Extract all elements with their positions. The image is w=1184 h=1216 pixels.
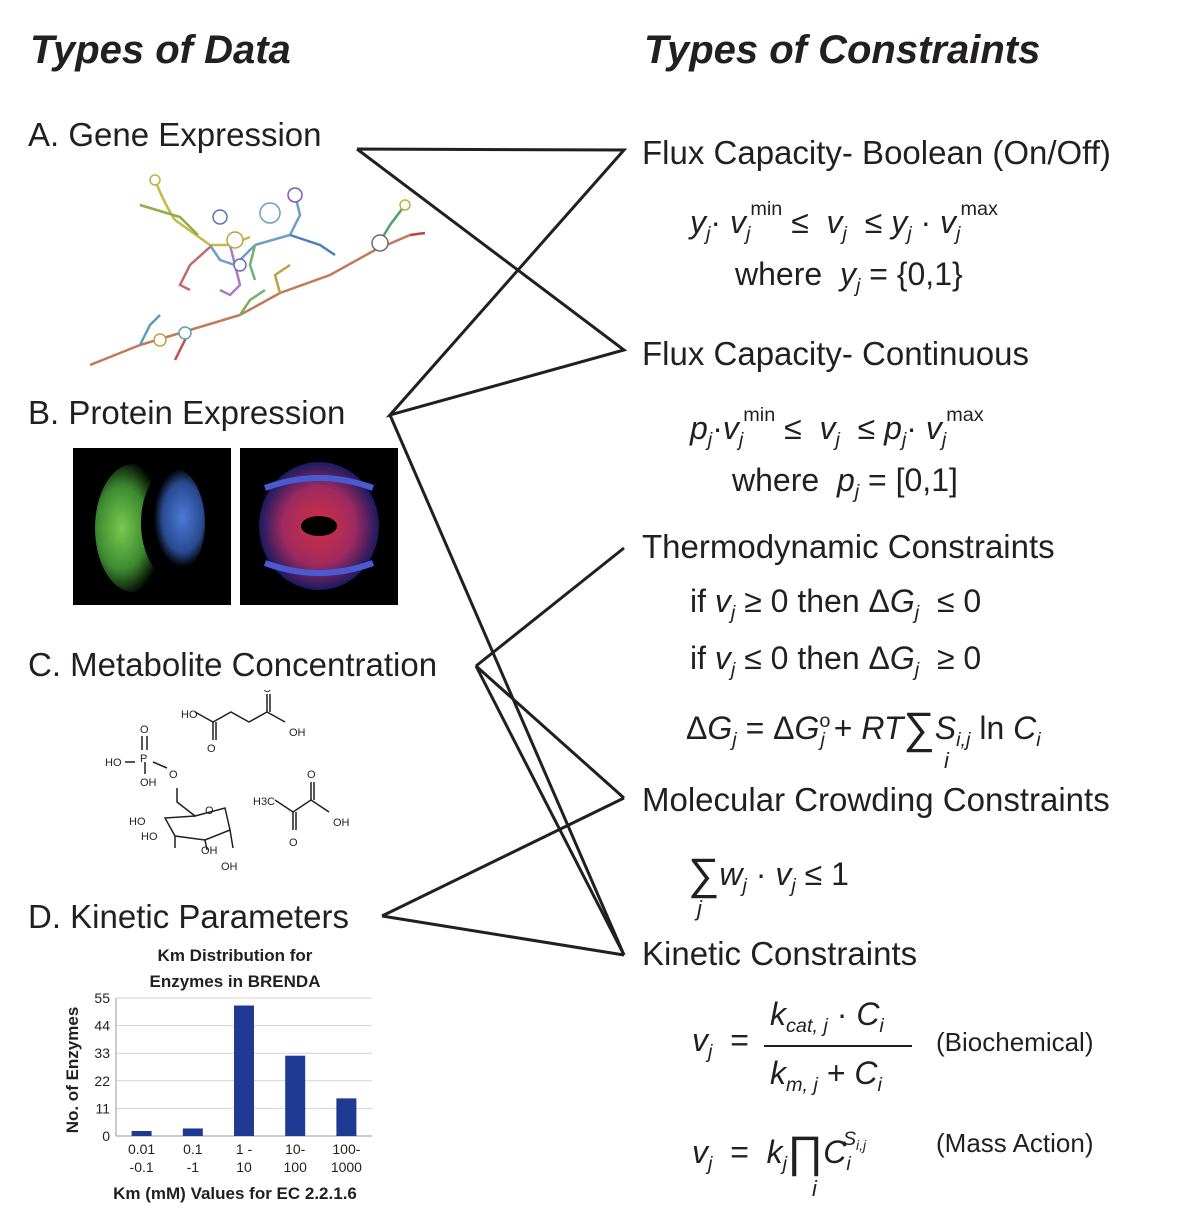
thermodynamic-constraints-label: Thermodynamic Constraints <box>642 528 1055 565</box>
mol-p: P <box>140 753 147 765</box>
biochemical-numerator: kcat, j · Ci <box>770 996 884 1037</box>
flux-capacity-boolean-label: Flux Capacity- Boolean (On/Off) <box>642 134 1111 171</box>
chart-x-tick-label: -0.1 <box>130 1159 154 1175</box>
chart-x-tick-label: 0.01 <box>128 1141 155 1157</box>
crowding-sum-index: j <box>697 896 702 921</box>
mol-o-4: O <box>169 769 178 781</box>
chart-title-line-2: Enzymes in BRENDA <box>150 972 321 991</box>
chart-x-tick-label: 100- <box>332 1141 360 1157</box>
fraction-bar <box>764 1045 912 1047</box>
kinetic-constraints-label: Kinetic Constraints <box>642 935 918 972</box>
km-distribution-chart: Km Distribution for Enzymes in BRENDA No… <box>63 946 372 1203</box>
crowding-equation: ∑wj · vj ≤ 1 <box>688 850 849 899</box>
chart-y-tick-label: 55 <box>94 990 110 1006</box>
mol-oh-4: OH <box>221 861 238 873</box>
connector-metabolite-concentration <box>474 546 626 956</box>
chart-x-axis-label: Km (mM) Values for EC 2.2.1.6 <box>113 1184 357 1203</box>
rna-structure-image <box>89 174 426 367</box>
mol-h3c: H3C <box>253 796 275 808</box>
product-index-i: i <box>812 1176 817 1201</box>
metabolite-structures: HO O OH O O P HO OH O O HO HO OH OH H3C … <box>105 690 350 873</box>
metabolite-concentration-label: C. Metabolite Concentration <box>28 646 438 683</box>
mol-ho-1: HO <box>181 709 198 721</box>
gene-expression-label: A. Gene Expression <box>28 116 322 153</box>
chart-y-axis-label: No. of Enzymes <box>63 1007 82 1134</box>
connector-kinetic-parameters <box>381 796 625 957</box>
biochemical-denominator: km, j + Ci <box>770 1055 882 1096</box>
constraint-types-heading: Types of Constraints <box>644 28 1041 72</box>
chart-x-tick-label: 0.1 <box>183 1141 203 1157</box>
molecular-crowding-label: Molecular Crowding Constraints <box>642 781 1110 818</box>
continuous-where-clause: where pj = [0,1] <box>732 462 958 503</box>
chart-y-tick-label: 44 <box>94 1018 110 1034</box>
chart-y-tick-label: 0 <box>102 1128 110 1144</box>
protein-structure-image-red <box>240 448 398 605</box>
connector-protein-expression <box>388 414 626 956</box>
chart-bar <box>234 1005 254 1136</box>
mol-o-2: O <box>263 690 272 695</box>
mol-o-7: O <box>307 769 316 781</box>
kinetic-parameters-label: D. Kinetic Parameters <box>28 898 349 935</box>
chart-x-tick-label: 1 - <box>236 1141 253 1157</box>
mol-ho-4: HO <box>141 831 158 843</box>
mol-o-6: O <box>289 837 298 849</box>
flux-capacity-continuous-label: Flux Capacity- Continuous <box>642 335 1030 372</box>
biochemical-lhs: vj = <box>692 1022 749 1063</box>
mol-oh-3: OH <box>201 845 218 857</box>
chart-bar <box>285 1055 306 1136</box>
continuous-flux-equation: pj·vjmin ≤ vj ≤ pj· vjmax <box>690 404 984 451</box>
chart-x-tick-label: 100 <box>284 1159 308 1175</box>
gibbs-energy-equation: ΔGj = ΔGoj + RT∑Si,j ln Ci <box>686 704 1041 753</box>
mol-o-1: O <box>207 743 216 755</box>
chart-bar <box>182 1128 203 1136</box>
chart-y-tick-label: 22 <box>94 1073 110 1089</box>
chart-y-tick-label: 33 <box>94 1045 110 1061</box>
thermo-condition-2: if vj ≤ 0 then ΔGj ≥ 0 <box>690 640 982 681</box>
mass-action-label: (Mass Action) <box>936 1128 1094 1158</box>
mol-ho-2: HO <box>105 757 122 769</box>
chart-bar <box>336 1098 357 1136</box>
mass-action-equation: vj = kj∏CiSi,j <box>692 1128 867 1177</box>
chart-x-tick-label: 10- <box>285 1141 306 1157</box>
chart-bar <box>131 1130 152 1136</box>
mol-oh-5: OH <box>333 817 350 829</box>
mol-ho-3: HO <box>129 816 146 828</box>
mol-oh-1: OH <box>289 727 306 739</box>
protein-expression-label: B. Protein Expression <box>28 394 346 431</box>
mol-o-3: O <box>140 724 149 736</box>
protein-structure-image-green <box>73 448 231 605</box>
chart-y-tick-label: 11 <box>95 1100 110 1116</box>
data-types-heading: Types of Data <box>30 28 291 72</box>
mol-oh-2: OH <box>140 777 157 789</box>
boolean-flux-equation: yj· vjmin ≤ vj ≤ yj · vjmax <box>690 198 998 245</box>
chart-x-tick-label: 10 <box>236 1159 252 1175</box>
thermo-condition-1: if vj ≥ 0 then ΔGj ≤ 0 <box>690 583 982 624</box>
sum-index-i: i <box>944 748 949 773</box>
biochemical-label: (Biochemical) <box>936 1027 1094 1057</box>
chart-x-tick-label: -1 <box>187 1159 200 1175</box>
chart-x-tick-label: 1000 <box>331 1159 362 1175</box>
boolean-where-clause: where yj = {0,1} <box>735 256 963 297</box>
mol-o-5: O <box>205 805 214 817</box>
chart-title-line-1: Km Distribution for <box>158 946 313 965</box>
